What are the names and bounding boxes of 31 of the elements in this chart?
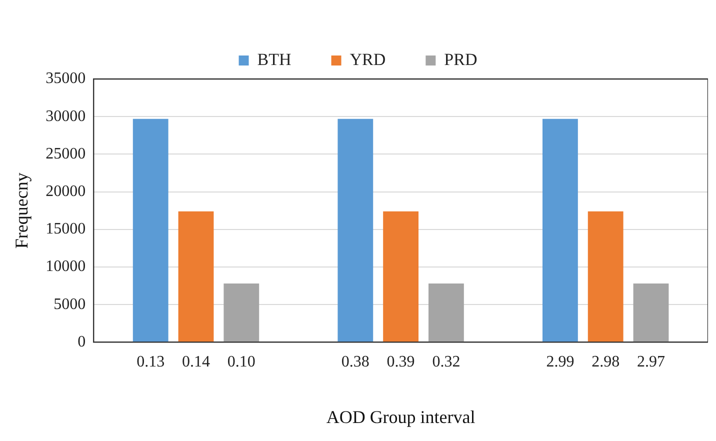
legend-label: PRD [444, 50, 478, 69]
bar [132, 118, 168, 342]
y-tick-label: 5000 [54, 296, 86, 313]
bar [428, 284, 464, 342]
y-tick-label: 35000 [46, 70, 86, 88]
bar [542, 118, 578, 342]
y-tick-label: 0 [78, 333, 86, 350]
y-tick-label: 10000 [46, 258, 86, 276]
y-axis-title: Frequecny [12, 172, 32, 249]
text: 0.10 [227, 353, 256, 370]
bar [224, 284, 260, 342]
x-axis-title: AOD Group interval [326, 406, 476, 427]
text: 2.97 [636, 353, 665, 370]
legend-label: BTH [257, 50, 292, 69]
text: 0.39 [386, 353, 415, 370]
text: 2.99 [546, 353, 574, 370]
text: 0.32 [432, 353, 460, 370]
text: 2.98 [592, 353, 620, 370]
y-tick-label: 15000 [46, 220, 86, 238]
text: 0.14 [182, 353, 210, 370]
y-tick-label: 30000 [46, 108, 86, 125]
y-tick-label: 25000 [46, 145, 86, 162]
text: 0.13 [136, 353, 165, 370]
y-tick-label: 20000 [46, 183, 86, 200]
bar [338, 118, 374, 342]
bar [633, 284, 669, 342]
bar [588, 211, 624, 342]
legend-label: YRD [350, 50, 386, 69]
bar [383, 211, 419, 342]
bar [178, 211, 214, 342]
text: 0.38 [341, 353, 370, 370]
